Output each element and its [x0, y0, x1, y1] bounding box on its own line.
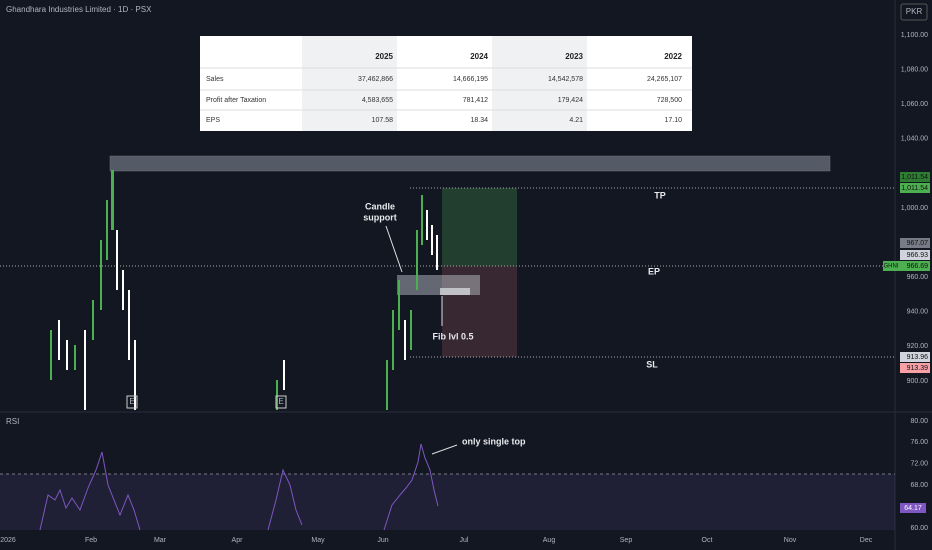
time-label: Jul — [460, 537, 469, 544]
row-label: Sales — [206, 76, 224, 83]
currency[interactable]: PKR — [906, 7, 923, 16]
price-marker — [900, 183, 930, 193]
time-label: Feb — [85, 537, 97, 544]
time-label: Nov — [784, 537, 797, 544]
time-label: Apr — [232, 537, 244, 544]
price-marker-label: 1,011.54 — [901, 174, 928, 181]
time-label: Sep — [620, 537, 633, 544]
event-label[interactable]: E — [129, 397, 134, 406]
price-marker — [900, 238, 930, 248]
price-tick-label: 920.00 — [907, 343, 929, 350]
cell: 37,462,866 — [358, 76, 393, 83]
column-header: 2024 — [470, 52, 488, 61]
cell: 18.34 — [470, 117, 488, 124]
resistance-zone — [109, 155, 831, 172]
time-label: Aug — [543, 537, 556, 544]
rsi-tick-label: 80.00 — [910, 418, 928, 425]
rsi-current: 64.17 — [904, 505, 922, 512]
event-badge[interactable] — [275, 395, 287, 409]
price-tick-label: 1,100.00 — [901, 32, 928, 39]
cell: 4,583,655 — [362, 97, 393, 104]
price-tick-label: 960.00 — [907, 274, 929, 281]
rsi-title: RSI — [6, 417, 19, 426]
price-tick-label: 940.00 — [907, 309, 929, 316]
cell: 14,666,195 — [453, 76, 488, 83]
price-tick-label: 900.00 — [907, 378, 929, 385]
financial-table — [200, 36, 692, 131]
cell: 107.58 — [372, 117, 394, 124]
candle-support-label: support — [363, 212, 397, 222]
row-label: Profit after Taxation — [206, 97, 266, 104]
price-marker-label: 966.69 — [907, 263, 929, 270]
time-label: Jun — [377, 537, 388, 544]
rsi-line — [39, 451, 141, 531]
cell: 17.10 — [664, 117, 682, 124]
sl-label: SL — [646, 359, 658, 369]
cell: 4.21 — [569, 117, 583, 124]
symbol-badge — [883, 261, 900, 271]
symbol-label: GHNI — [884, 264, 899, 270]
price-tick-label: 1,000.00 — [901, 205, 928, 212]
rsi-tick-label: 76.00 — [910, 439, 928, 446]
price-marker — [900, 261, 930, 271]
column-header: 2025 — [375, 52, 393, 61]
column-header: 2023 — [565, 52, 583, 61]
price-marker — [900, 250, 930, 260]
fib-label: Fib lvl 0.5 — [432, 331, 473, 341]
column-header: 2022 — [664, 52, 682, 61]
event-badge[interactable] — [126, 395, 138, 409]
price-marker — [900, 172, 930, 182]
rsi-tick-label: 68.00 — [910, 482, 928, 489]
profit-zone — [442, 188, 517, 266]
price-tick-label: 1,060.00 — [901, 101, 928, 108]
price-marker-label: 967.07 — [907, 240, 929, 247]
price-marker-label: 913.39 — [907, 365, 929, 372]
time-label: Dec — [860, 537, 873, 544]
price-tick-label: 1,040.00 — [901, 136, 928, 143]
price-marker — [900, 363, 930, 373]
rsi-line — [267, 468, 303, 531]
price-marker-label: 913.96 — [907, 354, 929, 361]
tp-label: TP — [654, 190, 666, 200]
event-label[interactable]: E — [278, 397, 283, 406]
cell: 14,542,578 — [548, 76, 583, 83]
arrow — [385, 225, 403, 273]
cell: 24,265,107 — [647, 76, 682, 83]
chart-title: Ghandhara Industries Limited · 1D · PSX — [6, 5, 152, 14]
rsi-note: only single top — [462, 436, 526, 446]
cell: 728,500 — [657, 97, 682, 104]
loss-zone — [442, 266, 517, 357]
price-marker-label: 1,011.54 — [901, 185, 928, 192]
time-label: 2026 — [0, 537, 16, 544]
rsi-tick-label: 60.00 — [910, 525, 928, 532]
price-tick-label: 1,080.00 — [901, 66, 928, 73]
currency-button[interactable] — [900, 3, 928, 21]
rsi-tick-label: 72.00 — [910, 461, 928, 468]
time-label: Mar — [154, 537, 167, 544]
fib-box — [440, 288, 470, 295]
candle-support-label: Candle — [365, 201, 395, 211]
rsi-band — [0, 474, 895, 530]
time-label: Oct — [702, 537, 713, 544]
candles — [50, 170, 438, 410]
arrow — [431, 444, 458, 455]
price-marker-label: 966.93 — [907, 252, 929, 259]
ep-label: EP — [648, 266, 660, 276]
row-label: EPS — [206, 117, 220, 124]
cell: 781,412 — [463, 97, 488, 104]
time-label: May — [311, 537, 325, 544]
rsi-marker — [900, 503, 926, 513]
rsi-line — [383, 443, 439, 531]
price-marker — [900, 352, 930, 362]
cell: 179,424 — [558, 97, 583, 104]
